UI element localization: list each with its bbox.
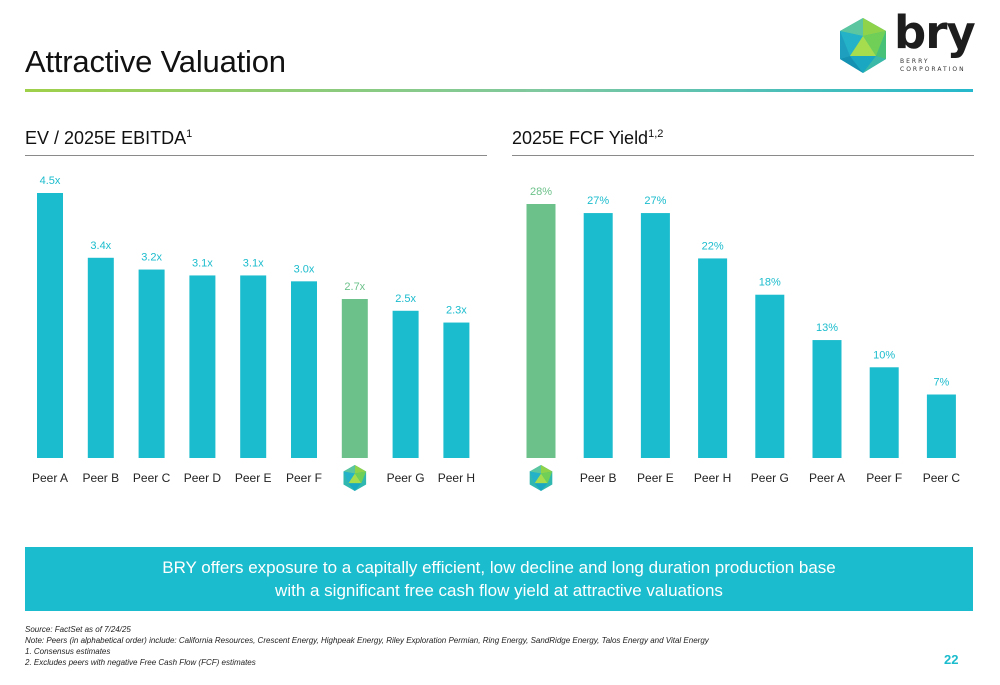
data-label: 27% — [587, 195, 609, 207]
bar-peer-c — [138, 269, 165, 458]
bar-peer-b — [583, 213, 613, 458]
category-label: Peer B — [82, 471, 119, 485]
category-label: Peer A — [809, 471, 845, 485]
data-label: 2.3x — [446, 305, 467, 317]
category-label: Peer H — [694, 471, 731, 485]
logo-subtitle: BERRY CORPORATION — [900, 58, 966, 73]
data-label: 3.2x — [141, 252, 162, 264]
bar-bry — [341, 299, 368, 458]
logo-wordmark: bry — [894, 6, 976, 59]
bar-peer-d — [189, 275, 216, 458]
bar-peer-f — [869, 367, 899, 458]
data-label: 28% — [530, 186, 552, 198]
bar-peer-a — [812, 340, 842, 458]
icosahedron-logo-icon — [840, 18, 886, 73]
bar-bry — [526, 204, 556, 458]
category-label: Peer C — [923, 471, 961, 485]
category-label: Peer A — [32, 471, 68, 485]
data-label: 7% — [933, 377, 949, 389]
data-label: 22% — [702, 240, 724, 252]
bar-peer-e — [640, 213, 670, 458]
bar-peer-g — [392, 310, 419, 458]
page-title: Attractive Valuation — [25, 44, 286, 79]
footnote-2: 2. Excludes peers with negative Free Cas… — [25, 658, 256, 667]
bar-peer-e — [240, 275, 267, 458]
data-label: 3.4x — [90, 240, 111, 252]
bar-peer-f — [291, 281, 317, 458]
data-label: 27% — [644, 195, 666, 207]
banner-line-2: with a significant free cash flow yield … — [275, 581, 723, 600]
banner-line-1: BRY offers exposure to a capitally effic… — [162, 558, 836, 577]
footnotes: Source: FactSet as of 7/24/25 Note: Peer… — [25, 624, 709, 668]
data-label: 2.5x — [395, 293, 416, 305]
data-label: 4.5x — [40, 175, 61, 187]
bry-logo-icon — [529, 465, 553, 491]
bar-peer-h — [698, 258, 728, 458]
category-label: Peer F — [286, 471, 322, 485]
chart-title-fcf: 2025E FCF Yield1,2 — [512, 128, 664, 148]
footnote-1: 1. Consensus estimates — [25, 647, 111, 656]
category-label: Peer F — [866, 471, 902, 485]
bar-peer-a — [37, 193, 63, 458]
key-message-banner: BRY offers exposure to a capitally effic… — [25, 547, 973, 611]
page-number: 22 — [944, 652, 959, 667]
bar-peer-c — [926, 394, 956, 458]
bar-peer-g — [755, 294, 785, 458]
data-label: 2.7x — [344, 281, 365, 293]
footnote-note: Note: Peers (in alphabetical order) incl… — [25, 636, 709, 645]
category-label: Peer D — [184, 471, 222, 485]
data-label: 3.1x — [192, 257, 213, 269]
data-label: 18% — [759, 277, 781, 289]
category-label: Peer B — [580, 471, 617, 485]
category-label: Peer E — [637, 471, 674, 485]
fcf-yield-bar-chart: 28% 27% Peer B 27% Peer E 22% Peer H 18% Peer G 1… — [526, 186, 961, 491]
chart-title-ebitda: EV / 2025E EBITDA1 — [25, 128, 193, 148]
category-label: Peer H — [438, 471, 475, 485]
data-label: 3.0x — [294, 263, 315, 275]
bar-peer-b — [87, 257, 114, 458]
footnote-source: Source: FactSet as of 7/24/25 — [25, 625, 131, 634]
category-label: Peer G — [387, 471, 425, 485]
chart-divider-fcf — [512, 155, 974, 156]
company-logo: bry BERRY CORPORATION — [836, 6, 976, 76]
category-label: Peer E — [235, 471, 272, 485]
category-label: Peer G — [751, 471, 789, 485]
data-label: 13% — [816, 322, 838, 334]
bar-peer-h — [443, 322, 470, 458]
title-divider — [25, 89, 973, 92]
data-label: 10% — [873, 349, 895, 361]
chart-divider-ebitda — [25, 155, 487, 156]
data-label: 3.1x — [243, 257, 264, 269]
ebitda-bar-chart: 4.5x Peer A 3.4x Peer B 3.2x Peer C 3.1x Peer D… — [32, 175, 475, 491]
category-label: Peer C — [133, 471, 171, 485]
bry-logo-icon — [343, 465, 367, 491]
